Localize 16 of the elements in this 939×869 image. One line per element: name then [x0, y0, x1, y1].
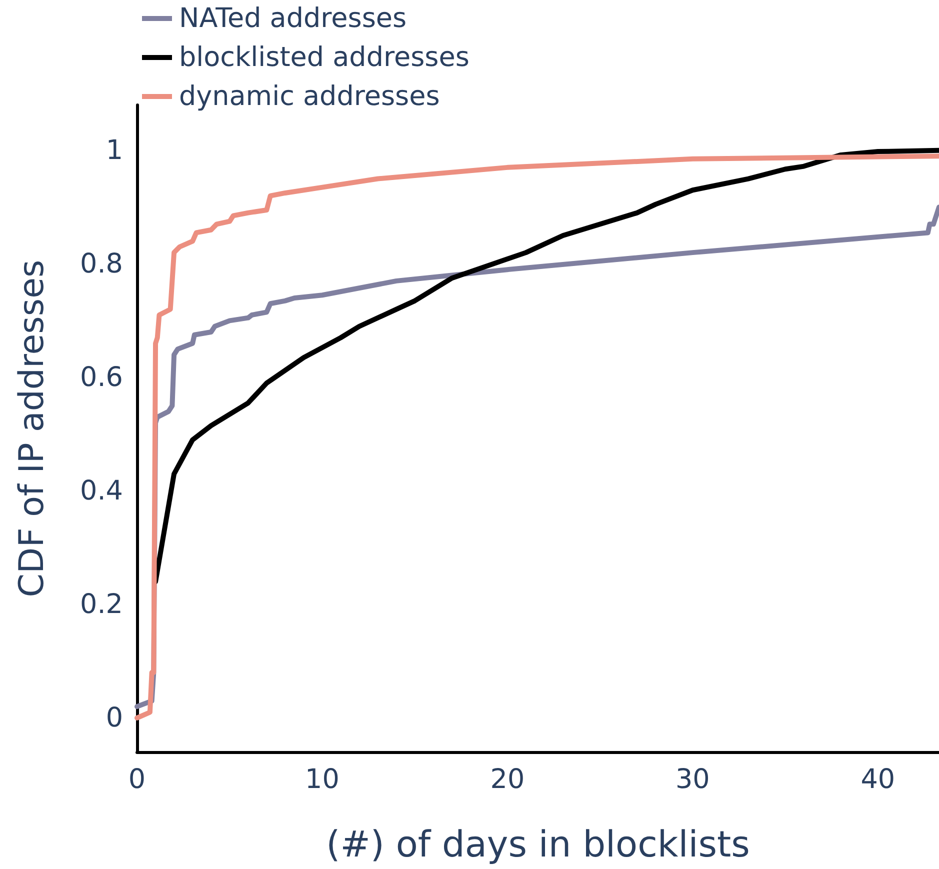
y-tick-label: 1 — [106, 134, 123, 166]
x-axis-title: (#) of days in blocklists — [326, 824, 750, 866]
y-tick-label: 0.4 — [80, 475, 123, 506]
legend-label: dynamic addresses — [179, 81, 440, 112]
y-tick-label: 0.8 — [80, 248, 123, 280]
x-tick-label: 0 — [128, 764, 146, 795]
x-tick-label: 20 — [490, 764, 525, 795]
y-tick-label: 0.6 — [80, 362, 123, 393]
legend-label: blocklisted addresses — [179, 42, 470, 73]
legend-label: NATed addresses — [179, 3, 407, 34]
x-tick-label: 30 — [675, 764, 710, 795]
y-tick-label: 0 — [106, 702, 123, 734]
x-tick-label: 10 — [305, 764, 340, 795]
y-tick-label: 0.2 — [80, 588, 123, 620]
y-axis-title: CDF of IP addresses — [12, 260, 52, 598]
x-tick-label: 40 — [860, 764, 896, 795]
